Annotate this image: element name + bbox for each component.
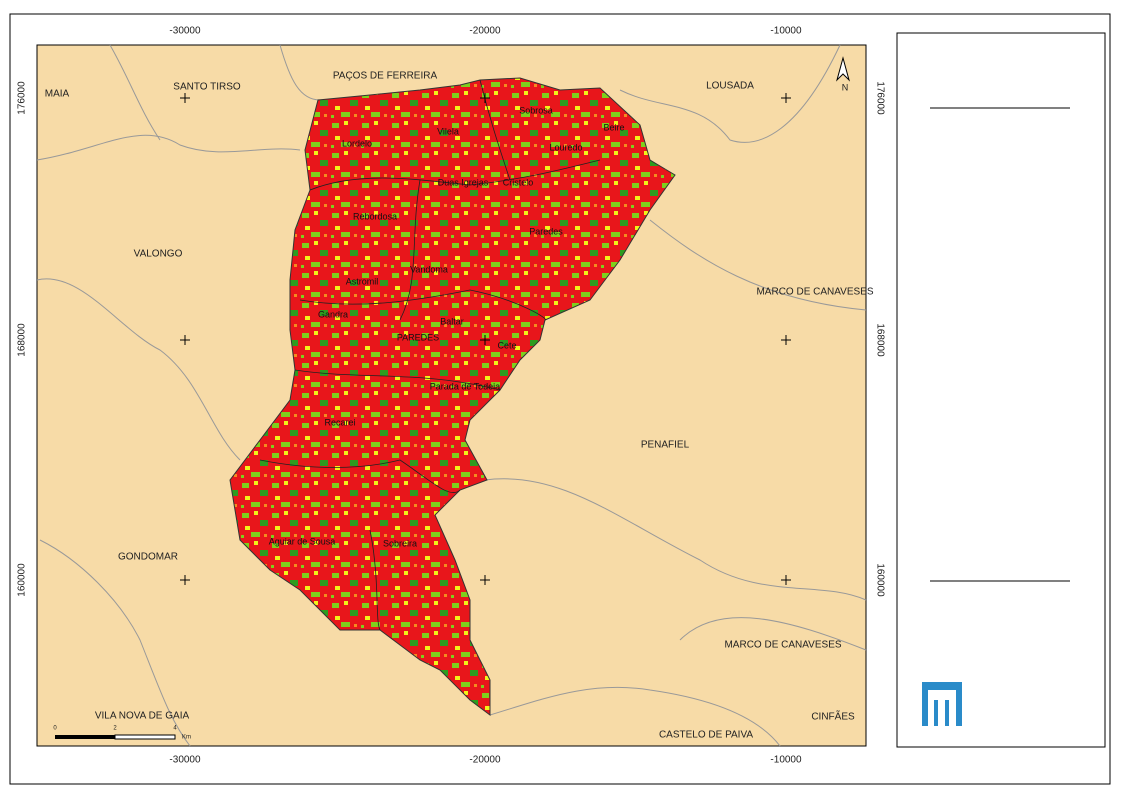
parish-label: Louredo	[549, 142, 582, 152]
parish-label: Cete	[497, 340, 516, 350]
municipality-label: PAÇOS DE FERREIRA	[333, 71, 438, 82]
y-coordinate: 160000	[874, 563, 885, 597]
y-coordinate: 168000	[17, 323, 28, 357]
x-coordinate: -20000	[469, 755, 501, 766]
grid-cross	[180, 93, 190, 103]
parish-label: Vilela	[437, 126, 459, 136]
x-coordinate: -10000	[770, 755, 802, 766]
y-coordinate: 168000	[874, 323, 885, 357]
parish-label: Recarei	[324, 417, 355, 427]
x-coordinate: -30000	[169, 755, 201, 766]
scale-label: 0	[53, 726, 57, 732]
municipality-label: VILA NOVA DE GAIA	[95, 711, 190, 722]
x-coordinate: -30000	[169, 26, 201, 37]
municipality-label: GONDOMAR	[118, 552, 178, 563]
municipality-label: MARCO DE CANAVESES	[724, 640, 841, 651]
y-coordinate: 176000	[874, 81, 885, 115]
grid-cross	[180, 335, 190, 345]
grid-cross	[180, 575, 190, 585]
parish-label: Vandoma	[410, 264, 448, 274]
parish-label: Sobreira	[383, 538, 417, 548]
parish-label: Duas Igrejas	[438, 177, 489, 187]
grid-cross	[480, 335, 490, 345]
logo-mark	[922, 682, 962, 726]
municipality-label: MARCO DE CANAVESES	[756, 287, 873, 298]
scale-label: 4	[173, 726, 177, 732]
municipality-label: MAIA	[45, 89, 70, 100]
parish-label: Aguiar de Sousa	[269, 536, 336, 546]
parish-boundaries	[259, 79, 601, 631]
municipality-label: SANTO TIRSO	[173, 82, 241, 93]
y-coordinate: 176000	[17, 81, 28, 115]
municipality-label: CINFÃES	[811, 710, 855, 723]
x-coordinate: -10000	[770, 26, 802, 37]
parish-label: Lordelo	[342, 138, 372, 148]
parish-label: Paredes	[529, 226, 563, 236]
scale-unit: Km	[182, 735, 191, 741]
grid-cross	[480, 93, 490, 103]
municipality-label: LOUSADA	[706, 81, 754, 92]
parish-label: PAREDES	[397, 332, 439, 342]
y-coordinate: 160000	[17, 563, 28, 597]
parish-label: Rebordosa	[353, 211, 397, 221]
north-label: N	[842, 82, 849, 92]
parish-label: Gandra	[318, 309, 348, 319]
parish-label: Sobrosa	[519, 105, 553, 115]
scale-bar	[55, 734, 176, 740]
grid-cross	[781, 93, 791, 103]
boundaries	[36, 44, 867, 747]
grid-cross	[781, 335, 791, 345]
north-arrow	[836, 56, 850, 82]
parish-label: Baltar	[440, 316, 464, 326]
parish-label: Astromil	[346, 276, 379, 286]
paredes-slope-map	[229, 77, 676, 716]
legend-panel	[896, 32, 1106, 748]
grid-cross	[480, 575, 490, 585]
municipality-label: PENAFIEL	[641, 440, 690, 451]
x-coordinate: -20000	[469, 26, 501, 37]
municipality-label: CASTELO DE PAIVA	[659, 730, 753, 741]
scale-label: 2	[113, 726, 117, 732]
grid-cross	[781, 575, 791, 585]
parish-label: Parada de Todeia	[430, 381, 500, 391]
parish-label: Beire	[603, 122, 624, 132]
municipality-label: VALONGO	[134, 249, 183, 260]
parish-label: Cristelo	[503, 177, 534, 187]
